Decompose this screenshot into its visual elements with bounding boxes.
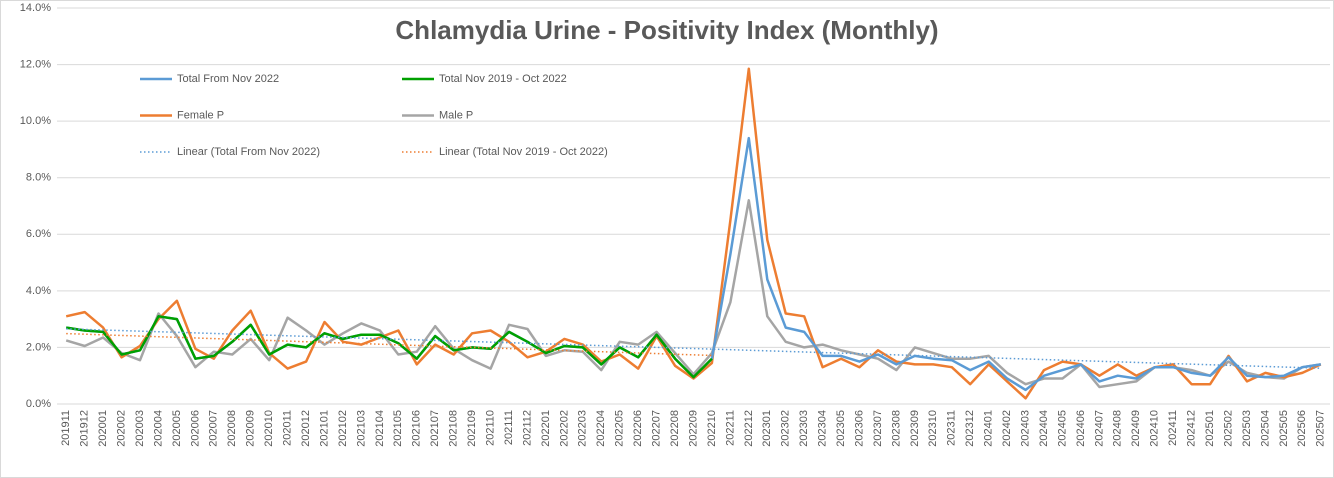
- x-tick-label: 202504: [1259, 410, 1271, 447]
- x-tick-label: 202201: [540, 410, 552, 447]
- x-tick-label: 202412: [1186, 410, 1198, 447]
- x-tick-label: 202002: [115, 410, 127, 447]
- x-tick-label: 202108: [448, 410, 460, 447]
- x-tick-label: 202506: [1296, 410, 1308, 447]
- legend-entry: Linear (Total From Nov 2022): [140, 146, 320, 158]
- x-tick-label: 202303: [798, 410, 810, 447]
- legend-label: Total From Nov 2022: [177, 73, 279, 85]
- x-tick-label: 202104: [374, 410, 386, 447]
- x-tick-label: 202212: [743, 410, 755, 447]
- x-tick-label: 202410: [1149, 410, 1161, 447]
- x-tick-label: 202401: [983, 410, 995, 447]
- legend-label: Female P: [177, 109, 224, 121]
- x-tick-label: 202003: [134, 410, 146, 447]
- x-tick-label: 202206: [632, 410, 644, 447]
- x-tick-label: 202309: [909, 410, 921, 447]
- x-tick-label: 201911: [60, 410, 72, 446]
- y-tick-label: 12.0%: [20, 58, 51, 70]
- x-tick-label: 202102: [337, 410, 349, 447]
- x-tick-label: 202502: [1222, 410, 1234, 447]
- x-tick-label: 202005: [171, 410, 183, 447]
- x-tick-label: 202207: [651, 410, 663, 447]
- legend-label: Total Nov 2019 - Oct 2022: [439, 73, 567, 85]
- y-tick-label: 14.0%: [20, 2, 51, 14]
- y-tick-label: 4.0%: [26, 285, 51, 297]
- x-tick-label: 202408: [1112, 410, 1124, 447]
- x-tick-label: 202305: [835, 410, 847, 447]
- x-tick-label: 202402: [1001, 410, 1013, 447]
- series-line: [65, 67, 1322, 400]
- legend-entry: Linear (Total Nov 2019 - Oct 2022): [402, 146, 608, 158]
- x-tick-label: 202211: [724, 410, 736, 446]
- x-tick-label: 202101: [318, 410, 330, 447]
- x-tick-label: 202205: [614, 410, 626, 447]
- x-tick-label: 202409: [1130, 410, 1142, 447]
- x-tick-label: 202112: [521, 410, 533, 446]
- x-tick-label: 202406: [1075, 410, 1087, 447]
- x-tick-label: 202210: [706, 410, 718, 447]
- x-tick-label: 202310: [927, 410, 939, 447]
- x-tick-label: 202006: [189, 410, 201, 447]
- x-tick-label: 202404: [1038, 410, 1050, 447]
- x-tick-label: 202204: [595, 410, 607, 447]
- legend-label: Male P: [439, 109, 473, 121]
- y-tick-label: 10.0%: [20, 115, 51, 127]
- x-tick-label: 202411: [1167, 410, 1179, 446]
- x-tick-label: 202302: [780, 410, 792, 447]
- x-tick-label: 202103: [355, 410, 367, 447]
- trend-line: [66, 328, 1321, 369]
- x-tick-label: 202106: [411, 410, 423, 447]
- x-tick-label: 202208: [669, 410, 681, 447]
- x-tick-label: 202304: [817, 410, 829, 447]
- legend-label: Linear (Total Nov 2019 - Oct 2022): [439, 146, 608, 158]
- x-tick-label: 202202: [558, 410, 570, 447]
- x-tick-label: 202009: [245, 410, 257, 447]
- x-tick-label: 202301: [761, 410, 773, 447]
- x-tick-label: 202505: [1278, 410, 1290, 447]
- y-tick-label: 0.0%: [26, 398, 51, 410]
- x-tick-label: 202209: [687, 410, 699, 447]
- x-tick-label: 202109: [466, 410, 478, 447]
- legend-entry: Total From Nov 2022: [140, 73, 279, 85]
- x-tick-label: 202503: [1241, 410, 1253, 447]
- x-tick-label: 202004: [152, 410, 164, 447]
- x-tick-label: 202507: [1315, 410, 1327, 447]
- legend-entry: Female P: [140, 109, 224, 121]
- legend-entry: Total Nov 2019 - Oct 2022: [402, 73, 567, 85]
- y-tick-label: 8.0%: [26, 172, 51, 184]
- x-tick-label: 202307: [872, 410, 884, 447]
- x-tick-label: 202107: [429, 410, 441, 447]
- legend-label: Linear (Total From Nov 2022): [177, 146, 320, 158]
- x-tick-label: 202407: [1093, 410, 1105, 447]
- x-tick-label: 202010: [263, 410, 275, 447]
- x-tick-label: 202001: [97, 410, 109, 447]
- x-tick-label: 202312: [964, 410, 976, 447]
- legend-entry: Male P: [402, 109, 473, 121]
- x-tick-label: 202011: [282, 410, 294, 446]
- y-tick-label: 6.0%: [26, 228, 51, 240]
- x-tick-label: 202111: [503, 410, 515, 445]
- x-tick-label: 202203: [577, 410, 589, 447]
- x-tick-label: 202105: [392, 410, 404, 447]
- y-tick-label: 2.0%: [26, 341, 51, 353]
- x-tick-label: 202012: [300, 410, 312, 447]
- x-tick-label: 202007: [208, 410, 220, 447]
- x-tick-label: 202110: [484, 410, 496, 446]
- x-tick-label: 202306: [853, 410, 865, 447]
- x-tick-label: 202308: [890, 410, 902, 447]
- x-tick-label: 202311: [946, 410, 958, 446]
- chart-title: Chlamydia Urine - Positivity Index (Mont…: [395, 15, 938, 45]
- x-tick-label: 202008: [226, 410, 238, 447]
- x-tick-label: 202501: [1204, 410, 1216, 447]
- x-tick-label: 201912: [79, 410, 91, 447]
- x-tick-label: 202403: [1019, 410, 1031, 447]
- series-line: [65, 199, 1321, 389]
- x-tick-label: 202405: [1056, 410, 1068, 447]
- series-line: [66, 315, 713, 379]
